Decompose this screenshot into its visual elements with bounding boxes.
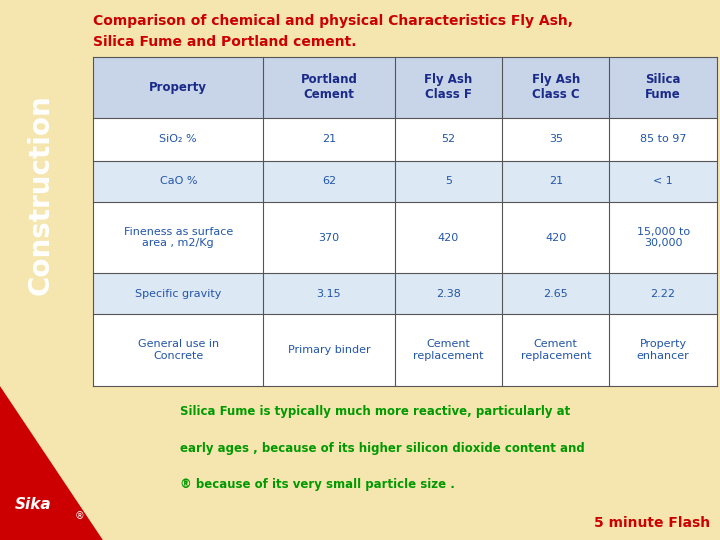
Text: 420: 420 (438, 233, 459, 242)
Bar (94, 314, 717, 386)
Text: Property: Property (149, 80, 207, 93)
Text: Cement
replacement: Cement replacement (521, 340, 591, 361)
Text: 5: 5 (445, 176, 452, 186)
Text: < 1: < 1 (653, 176, 673, 186)
Text: 420: 420 (545, 233, 567, 242)
Text: 21: 21 (322, 134, 336, 144)
Text: Cement
replacement: Cement replacement (413, 340, 484, 361)
Text: Silica Fume is typically much more reactive, particularly at: Silica Fume is typically much more react… (180, 405, 570, 418)
Text: 370: 370 (318, 233, 340, 242)
Bar (94, 273, 717, 314)
Text: 2.22: 2.22 (651, 289, 675, 299)
Text: Fly Ash
Class C: Fly Ash Class C (531, 73, 580, 101)
Text: Primary binder: Primary binder (287, 345, 370, 355)
Text: Property
enhancer: Property enhancer (636, 340, 690, 361)
Text: 15,000 to
30,000: 15,000 to 30,000 (636, 227, 690, 248)
Text: 52: 52 (441, 134, 456, 144)
Text: Fineness as surface
area , m2/Kg: Fineness as surface area , m2/Kg (124, 227, 233, 248)
Text: 62: 62 (322, 176, 336, 186)
Text: Specific gravity: Specific gravity (135, 289, 222, 299)
Text: 2.65: 2.65 (544, 289, 568, 299)
Text: CaO %: CaO % (160, 176, 197, 186)
Text: 21: 21 (549, 176, 563, 186)
Text: Sika: Sika (14, 497, 51, 512)
Text: Silica Fume and Portland cement.: Silica Fume and Portland cement. (94, 35, 357, 49)
Polygon shape (0, 386, 103, 540)
Text: early ages , because of its higher silicon dioxide content and: early ages , because of its higher silic… (180, 442, 585, 455)
Text: General use in
Concrete: General use in Concrete (138, 340, 219, 361)
Bar (94, 57, 717, 118)
Text: 35: 35 (549, 134, 563, 144)
Bar (94, 118, 717, 160)
Bar (94, 160, 717, 202)
Text: 3.15: 3.15 (317, 289, 341, 299)
Text: Portland
Cement: Portland Cement (300, 73, 357, 101)
Text: Silica
Fume: Silica Fume (645, 73, 681, 101)
Bar (94, 202, 717, 273)
Text: ® because of its very small particle size .: ® because of its very small particle siz… (180, 478, 454, 491)
Text: SiO₂ %: SiO₂ % (159, 134, 197, 144)
Text: 2.38: 2.38 (436, 289, 461, 299)
Text: 85 to 97: 85 to 97 (640, 134, 686, 144)
Text: Comparison of chemical and physical Characteristics Fly Ash,: Comparison of chemical and physical Char… (94, 14, 573, 28)
Text: Fly Ash
Class F: Fly Ash Class F (424, 73, 472, 101)
Text: 5 minute Flash: 5 minute Flash (594, 516, 711, 530)
Text: ®: ® (75, 511, 85, 522)
Text: Construction: Construction (27, 94, 54, 295)
